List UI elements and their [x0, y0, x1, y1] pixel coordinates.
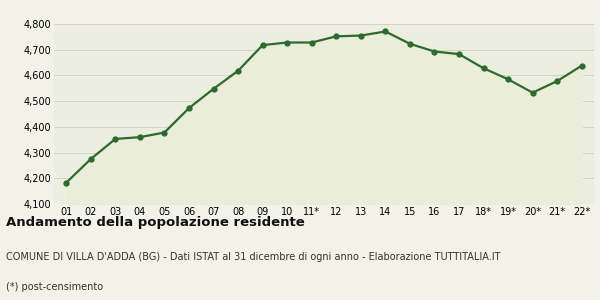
Text: (*) post-censimento: (*) post-censimento — [6, 282, 103, 292]
Text: Andamento della popolazione residente: Andamento della popolazione residente — [6, 216, 305, 229]
Text: COMUNE DI VILLA D'ADDA (BG) - Dati ISTAT al 31 dicembre di ogni anno - Elaborazi: COMUNE DI VILLA D'ADDA (BG) - Dati ISTAT… — [6, 252, 500, 262]
